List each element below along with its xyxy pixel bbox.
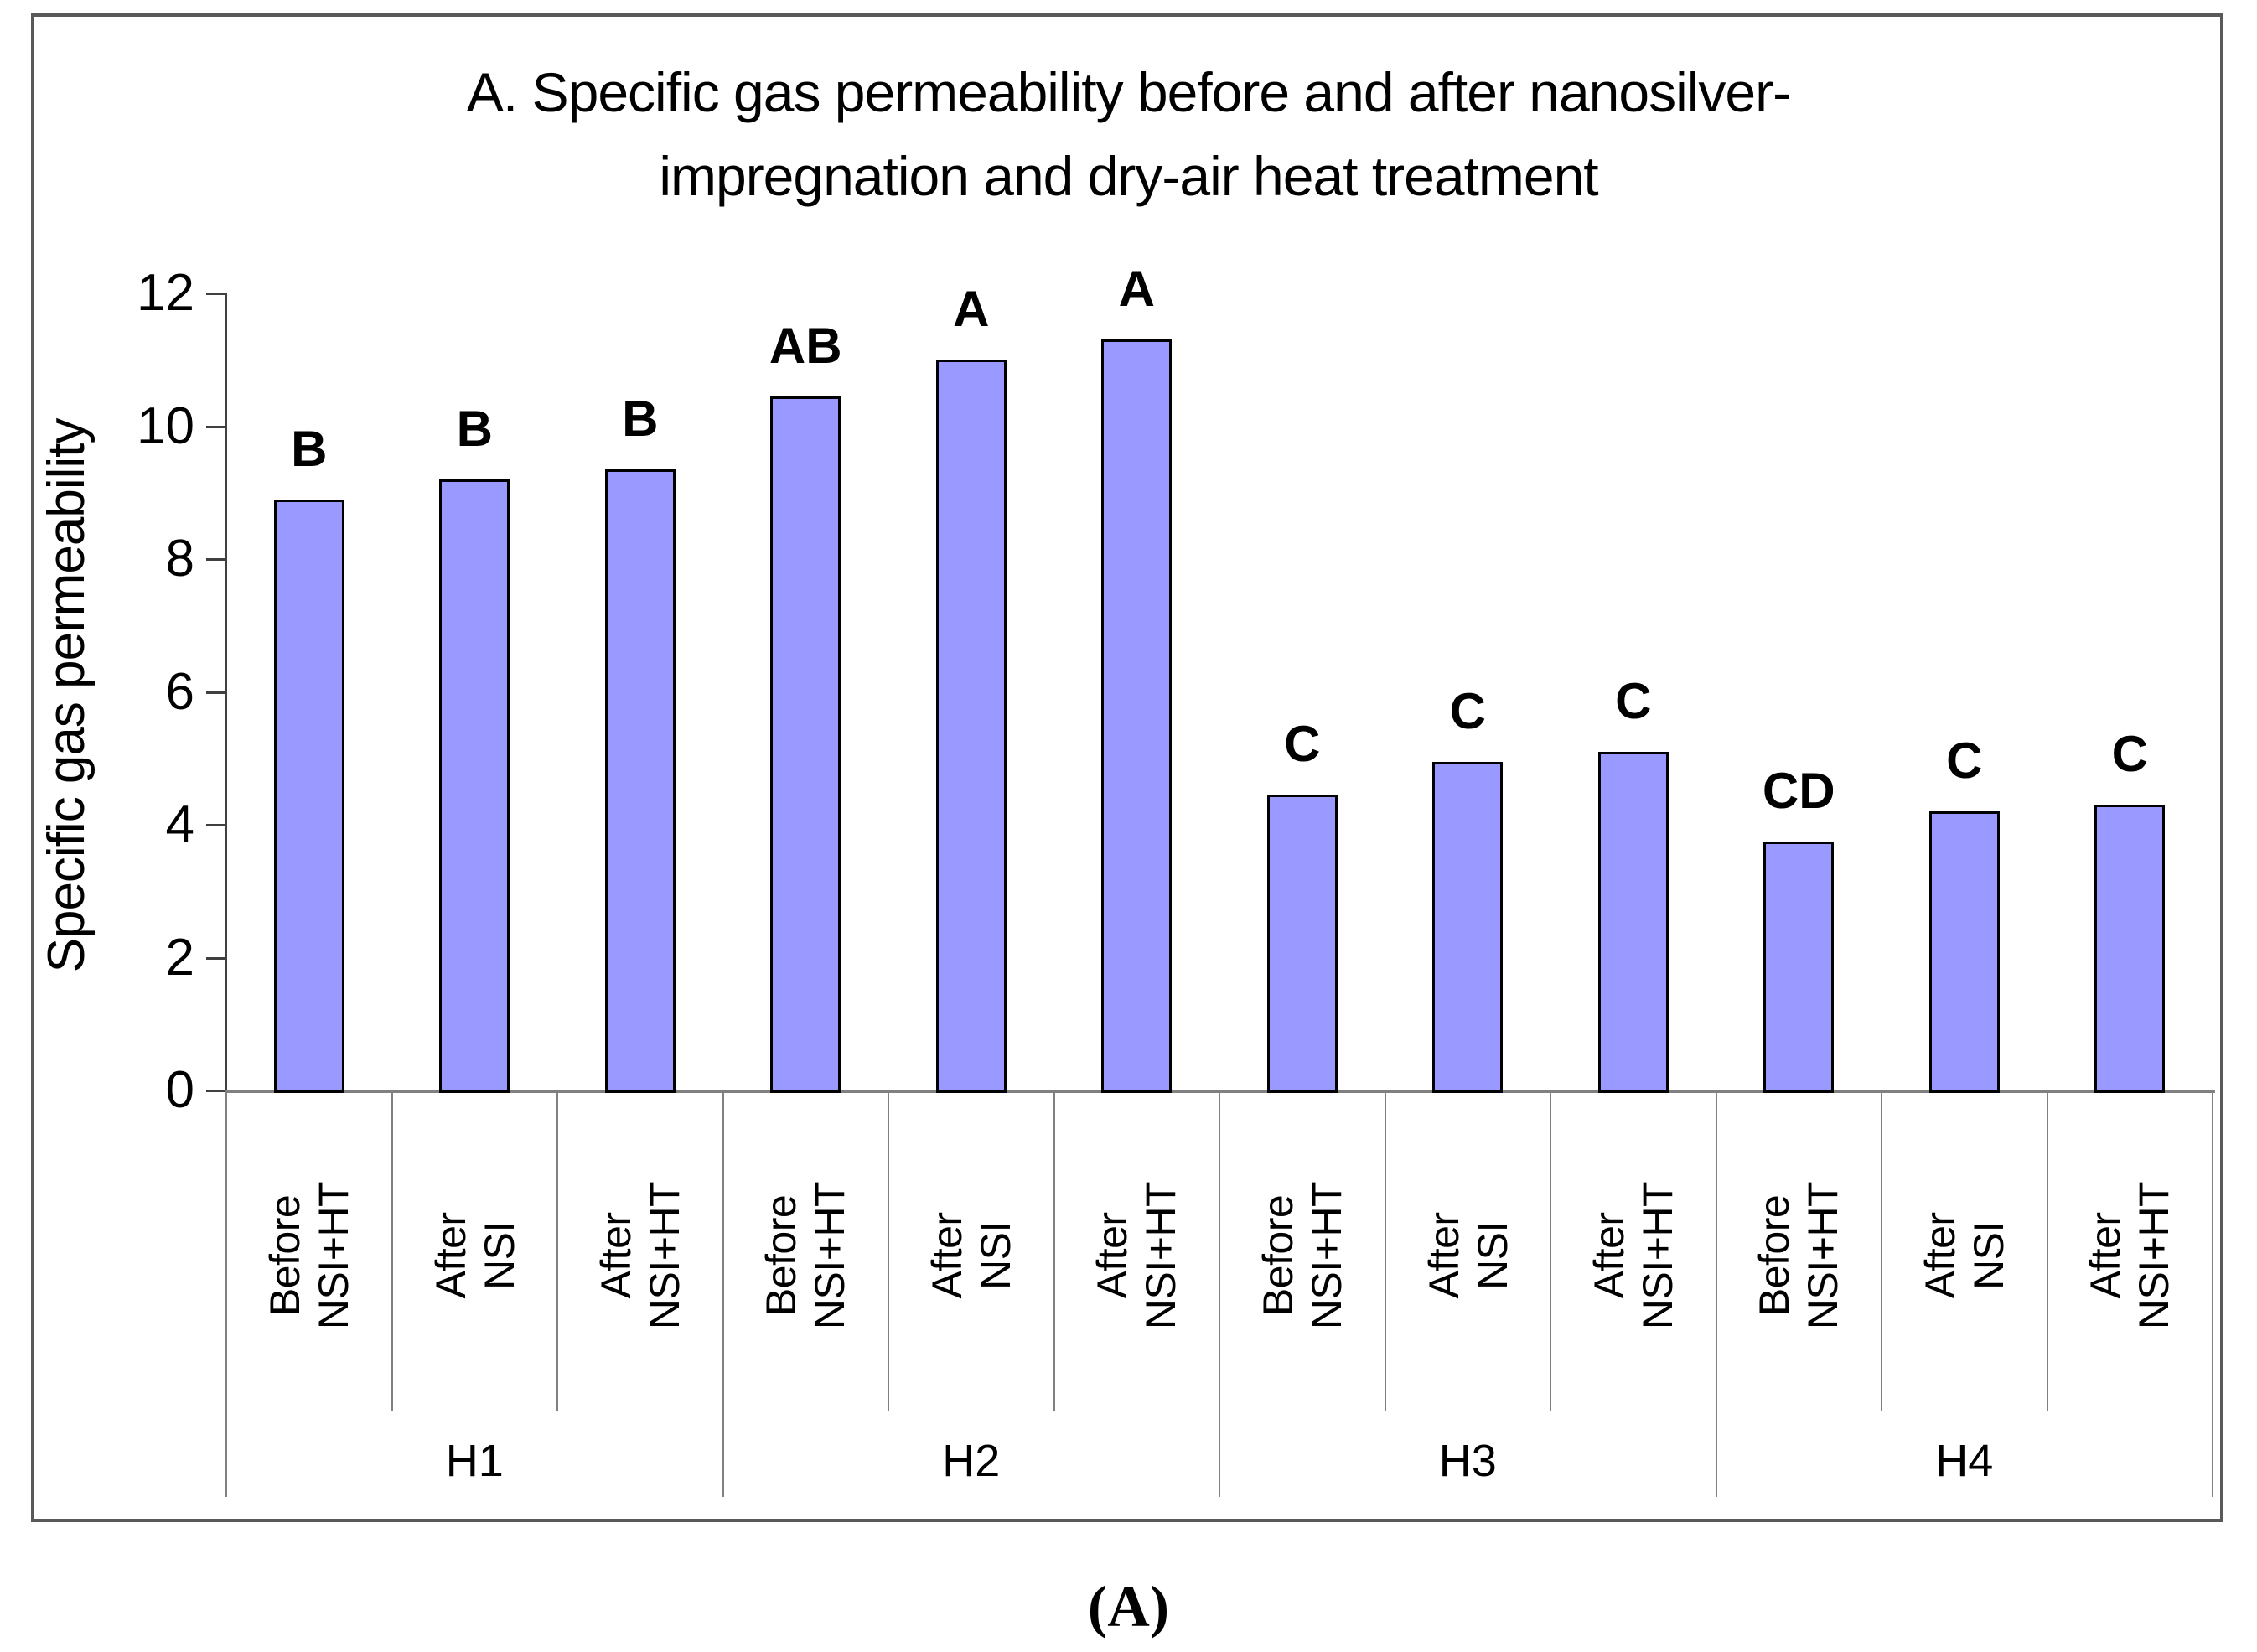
significance-letter: C xyxy=(1615,672,1652,729)
category-separator xyxy=(888,1090,889,1411)
category-label: After NSI+HT xyxy=(557,1098,723,1413)
category-label-text: After NSI+HT xyxy=(592,1181,688,1330)
bar xyxy=(604,469,676,1093)
y-tick-label: 8 xyxy=(165,530,194,588)
y-tick-mark xyxy=(206,425,226,428)
category-label: After NSI xyxy=(888,1098,1054,1413)
group-separator xyxy=(2212,1090,2213,1497)
category-separator xyxy=(556,1090,558,1411)
y-tick-mark xyxy=(206,956,226,960)
category-label: Before NSI+HT xyxy=(226,1098,392,1413)
group-label: H2 xyxy=(942,1436,1001,1486)
category-label-text: After NSI xyxy=(923,1212,1019,1299)
group-separator xyxy=(1219,1090,1220,1497)
group-label: H3 xyxy=(1438,1436,1497,1486)
group-separator xyxy=(1715,1090,1717,1497)
category-label-text: Before NSI+HT xyxy=(1751,1181,1847,1330)
y-tick-mark xyxy=(206,824,226,826)
y-tick-label: 12 xyxy=(137,264,194,322)
category-label-text: After NSI xyxy=(427,1212,523,1299)
bar xyxy=(1597,751,1669,1093)
significance-letter: B xyxy=(456,400,493,457)
category-label-text: After NSI+HT xyxy=(1585,1181,1681,1330)
category-label: After NSI+HT xyxy=(1054,1098,1220,1413)
bar xyxy=(1763,841,1835,1093)
figure-caption: (A) xyxy=(1087,1575,1170,1639)
significance-letter: C xyxy=(1284,716,1321,773)
y-tick-label: 0 xyxy=(165,1061,194,1119)
bar xyxy=(1101,339,1173,1093)
category-label: After NSI xyxy=(392,1098,558,1413)
y-tick-label: 4 xyxy=(165,795,194,853)
bar xyxy=(935,360,1007,1093)
category-separator xyxy=(391,1090,393,1411)
category-separator xyxy=(1384,1090,1386,1411)
category-label-text: Before NSI+HT xyxy=(758,1181,854,1330)
significance-letter: B xyxy=(291,420,328,477)
group-separator xyxy=(225,1090,227,1497)
category-label: After NSI+HT xyxy=(1550,1098,1716,1413)
y-tick-label: 2 xyxy=(165,928,194,987)
bar xyxy=(1432,761,1504,1093)
category-label-text: After NSI xyxy=(1916,1212,2012,1299)
category-separator xyxy=(2046,1090,2048,1411)
y-tick-mark xyxy=(206,558,226,561)
category-separator xyxy=(1550,1090,1551,1411)
chart-title-line1: A. Specific gas permeability before and … xyxy=(466,61,1791,123)
category-label-text: After NSI xyxy=(1420,1212,1516,1299)
category-label-text: Before NSI+HT xyxy=(1254,1181,1350,1330)
significance-letter: CD xyxy=(1762,762,1835,819)
category-label: After NSI+HT xyxy=(2047,1098,2213,1413)
significance-letter: C xyxy=(1449,682,1486,739)
category-separator xyxy=(1053,1090,1055,1411)
bar xyxy=(770,396,841,1093)
bar xyxy=(273,499,344,1093)
bar xyxy=(439,479,510,1093)
category-label: Before NSI+HT xyxy=(723,1098,889,1413)
category-separator xyxy=(1881,1090,1882,1411)
category-label: After NSI xyxy=(1882,1098,2047,1413)
significance-letter: C xyxy=(1946,733,1983,790)
group-label: H4 xyxy=(1935,1436,1994,1486)
category-label-text: After NSI+HT xyxy=(1089,1181,1185,1330)
significance-letter: A xyxy=(953,281,990,338)
category-label: After NSI xyxy=(1385,1098,1551,1413)
y-tick-label: 10 xyxy=(137,396,194,455)
bar xyxy=(1928,811,2000,1093)
significance-letter: B xyxy=(622,391,659,447)
category-label-text: After NSI+HT xyxy=(2082,1181,2178,1330)
y-tick-mark xyxy=(206,1090,226,1092)
bar xyxy=(2094,805,2166,1093)
group-label: H1 xyxy=(445,1436,504,1486)
category-label-text: Before NSI+HT xyxy=(261,1181,357,1330)
significance-letter: A xyxy=(1118,261,1155,318)
chart-title-line2: impregnation and dry-air heat treatment xyxy=(659,145,1598,207)
group-separator xyxy=(722,1090,724,1497)
y-tick-label: 6 xyxy=(165,662,194,721)
significance-letter: AB xyxy=(769,317,842,374)
bar xyxy=(1266,795,1338,1093)
y-tick-mark xyxy=(206,691,226,694)
category-label: Before NSI+HT xyxy=(1716,1098,1882,1413)
y-tick-mark xyxy=(206,293,226,295)
significance-letter: C xyxy=(2111,726,2148,783)
category-label: Before NSI+HT xyxy=(1219,1098,1385,1413)
